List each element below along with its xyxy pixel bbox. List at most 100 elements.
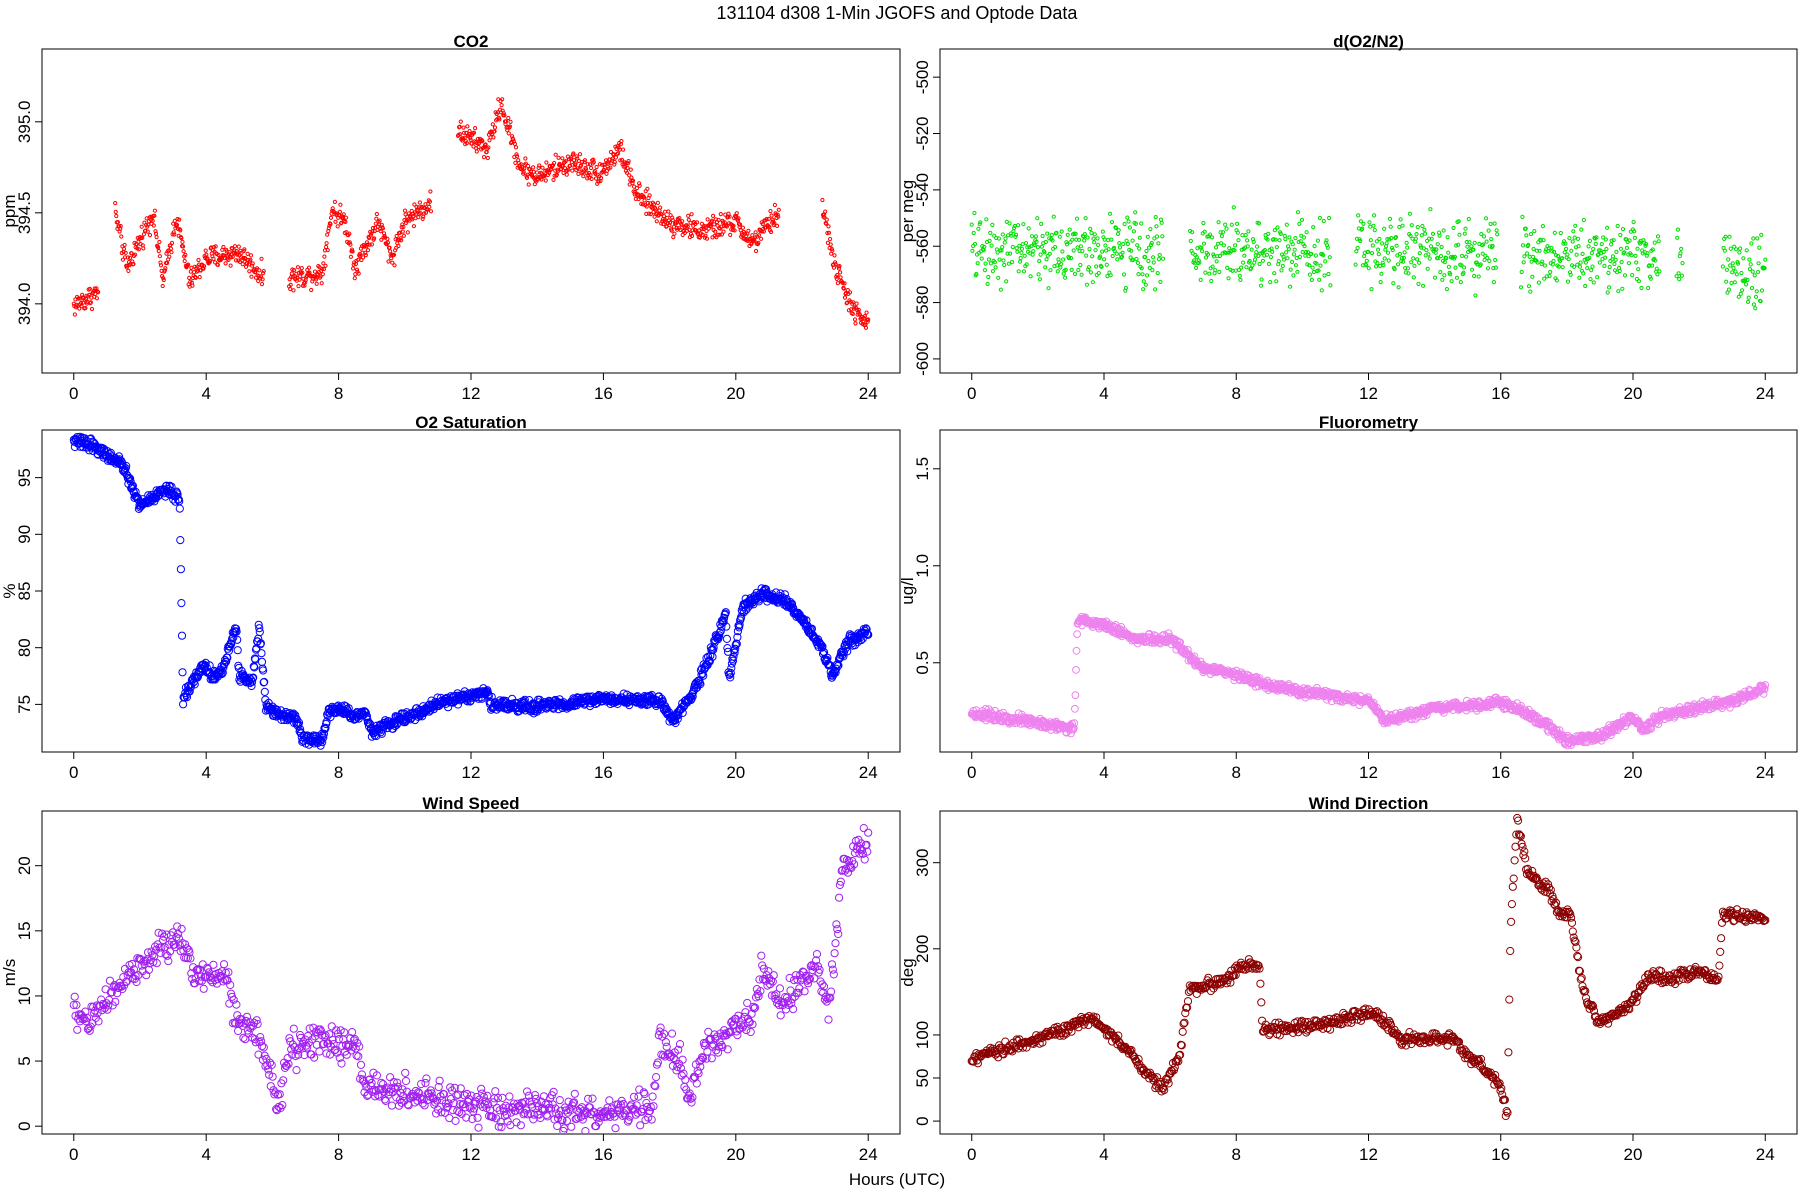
data-point [365,242,370,247]
data-point [1090,254,1095,259]
data-point [1561,241,1566,246]
data-point [1194,255,1199,260]
data-point [716,217,721,223]
data-point [1542,263,1548,268]
data-point [996,236,1002,241]
data-point [644,204,649,209]
data-point [654,219,659,224]
data-point [325,248,330,253]
data-point [1317,215,1323,220]
data-point [1435,242,1440,247]
data-point [971,230,976,236]
data-point [1378,280,1383,285]
data-point [1574,252,1579,257]
data-point [502,113,507,118]
data-point [167,254,172,259]
data-point [852,317,858,322]
data-point [572,164,577,170]
data-point [726,668,735,678]
data-point [354,267,360,272]
data-point [722,634,732,644]
data-point [1241,260,1246,265]
data-point [365,248,371,253]
data-point [1494,228,1499,233]
data-point [1280,263,1285,269]
x-tick-label: 16 [594,384,613,403]
data-point [1446,250,1451,255]
data-point [377,218,382,223]
data-point [1140,272,1145,277]
data-point [1129,248,1134,253]
data-point [1002,240,1007,245]
data-point [1093,248,1098,253]
data-point [501,111,506,116]
data-point [1736,294,1741,299]
data-point [1109,237,1114,242]
data-point [1324,238,1329,243]
data-point [240,262,245,267]
data-point [820,197,825,203]
data-point [1053,245,1058,250]
data-point [1750,269,1755,274]
data-point [1082,238,1087,243]
data-point [1268,280,1273,285]
data-point [598,175,604,181]
data-point [1556,253,1561,259]
y-tick-label: -600 [913,342,932,376]
data-point [830,248,835,253]
data-point [551,177,556,182]
data-point [591,160,596,165]
data-point [1581,271,1586,276]
data-point [1225,250,1231,255]
data-point [705,217,710,222]
data-point [584,167,589,172]
data-point [1430,231,1436,236]
data-point [152,208,157,213]
data-point [986,257,992,262]
data-point [1558,230,1563,236]
data-point [1675,227,1681,232]
data-point [404,220,409,225]
data-point [728,232,733,237]
data-point [864,310,869,315]
data-point [288,286,293,292]
data-point [131,487,140,496]
data-point [699,221,705,226]
data-point [1648,274,1653,279]
data-point [1017,243,1022,248]
data-point [187,275,192,280]
data-point [1442,273,1447,278]
data-point [1677,277,1682,282]
data-point [1427,256,1432,261]
data-point [787,599,797,608]
data-point [1572,235,1577,240]
data-point [709,218,715,223]
data-point [232,624,241,633]
data-point [1326,271,1331,277]
data-point [492,129,497,134]
data-point [1064,240,1069,245]
x-tick-label: 8 [1232,384,1241,403]
data-point [580,159,585,165]
data-point [1249,247,1254,252]
data-point [1680,261,1685,266]
data-point [1242,253,1247,258]
data-point [1528,289,1533,294]
data-point [126,268,131,273]
data-point [165,260,170,266]
data-point [1744,248,1749,253]
data-point [241,256,246,261]
data-point [992,233,997,238]
data-point [1745,277,1750,282]
data-point [1532,229,1537,234]
data-point [1641,238,1646,243]
data-point [1302,244,1307,249]
data-point [223,261,228,266]
data-point [250,263,255,268]
data-point [1405,266,1411,271]
data-point [400,229,405,234]
panel-title: CO2 [454,32,489,51]
data-point [1591,280,1596,285]
data-point [979,709,988,718]
data-point [228,263,233,268]
